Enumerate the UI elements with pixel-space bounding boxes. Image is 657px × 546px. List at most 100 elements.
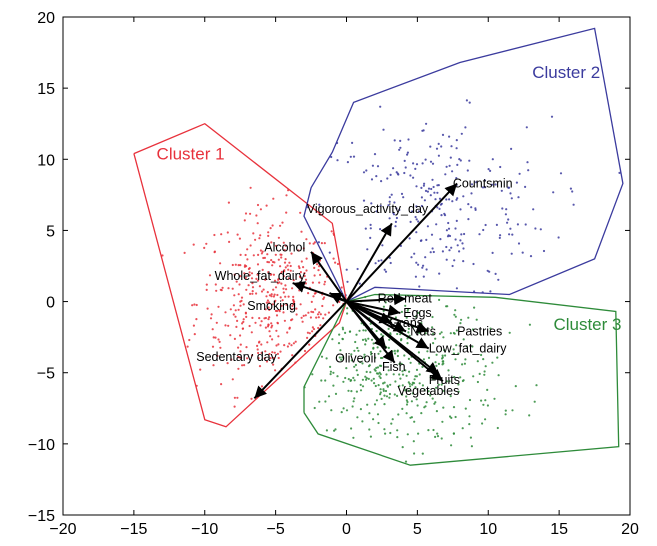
cluster-2-point: [454, 238, 457, 241]
cluster-2-point: [475, 181, 478, 184]
cluster-1-point: [251, 354, 254, 357]
cluster-3-point: [356, 373, 359, 376]
cluster-3-point: [434, 337, 437, 340]
cluster-1-point: [245, 288, 248, 291]
cluster-3-point: [341, 356, 344, 359]
cluster-1-point: [285, 194, 288, 197]
cluster-1-point: [300, 260, 303, 263]
cluster-3-point: [440, 331, 443, 334]
cluster-2-point: [445, 165, 448, 168]
cluster-1-point: [281, 299, 284, 302]
cluster-3-point: [436, 435, 440, 438]
cluster-3-point: [376, 366, 380, 369]
cluster-3-point: [325, 357, 328, 360]
cluster-1-point: [226, 231, 229, 234]
cluster-1-point: [241, 327, 245, 330]
cluster-2-point: [421, 162, 424, 165]
cluster-1-point: [286, 331, 289, 334]
cluster-3-point: [350, 353, 353, 356]
cluster-1-point: [206, 307, 209, 310]
cluster-1-point: [224, 311, 227, 314]
cluster-2-point: [451, 264, 454, 268]
cluster-2-point: [415, 163, 419, 166]
cluster-1-point: [295, 313, 298, 316]
cluster-3-point: [437, 362, 440, 365]
cluster-1-point: [256, 263, 260, 266]
cluster-3-point: [484, 418, 487, 421]
cluster-1-point: [238, 356, 241, 359]
cluster-3-point: [370, 338, 374, 341]
cluster-2-point: [462, 195, 465, 198]
cluster-2-point: [390, 193, 393, 196]
cluster-2-point: [497, 278, 500, 281]
cluster-3-point: [493, 397, 496, 400]
cluster-3-point: [389, 383, 392, 386]
cluster-1-point: [271, 264, 274, 267]
cluster-2-point: [459, 208, 462, 211]
cluster-2-point: [516, 223, 520, 226]
cluster-1-point: [240, 296, 244, 299]
cluster-3-point: [341, 326, 344, 329]
cluster-1-point: [270, 322, 273, 325]
cluster-2-point: [429, 160, 433, 163]
cluster-3-point: [470, 445, 473, 448]
cluster-2-point: [445, 245, 448, 249]
cluster-2-point: [356, 267, 359, 271]
cluster-3-point: [405, 399, 408, 402]
cluster-2-point: [421, 266, 424, 269]
cluster-1-point: [249, 212, 252, 215]
cluster-1-point: [300, 230, 303, 233]
cluster-1-point: [271, 224, 274, 227]
cluster-3-point: [409, 385, 412, 388]
cluster-3-point: [320, 379, 323, 382]
cluster-1-point: [283, 319, 286, 322]
cluster-3-point: [438, 332, 442, 335]
cluster-3-point: [391, 418, 394, 421]
cluster-1-point: [248, 324, 251, 328]
cluster-3-point: [414, 315, 417, 318]
cluster-2-point: [472, 262, 475, 266]
cluster-2-point: [470, 192, 473, 195]
cluster-2-point: [524, 223, 527, 226]
cluster-2-label: Cluster 2: [532, 63, 600, 82]
cluster-1-point: [213, 250, 216, 253]
cluster-2-point: [571, 190, 574, 193]
cluster-1-point: [215, 289, 218, 292]
cluster-2-point: [441, 250, 444, 253]
cluster-1-point: [239, 334, 242, 337]
cluster-2-point: [373, 153, 377, 156]
cluster-3-point: [338, 356, 341, 359]
cluster-3-point: [396, 394, 399, 397]
cluster-1-point: [288, 342, 291, 345]
cluster-1-point: [271, 303, 274, 306]
cluster-3-point: [401, 370, 404, 373]
cluster-3-point: [325, 429, 328, 432]
cluster-3-point: [324, 379, 327, 382]
arrow-red-meat: [346, 293, 407, 306]
cluster-3-point: [364, 338, 367, 341]
cluster-3-point: [404, 389, 407, 392]
cluster-2-point: [458, 250, 461, 253]
cluster-1-point: [191, 304, 194, 307]
cluster-2-point: [525, 126, 528, 129]
cluster-1-point: [241, 322, 244, 325]
arrow-vigorous-activity-day: [345, 222, 393, 303]
cluster-1-point: [291, 304, 294, 307]
cluster-1-point: [251, 286, 255, 289]
cluster-3-point: [401, 393, 404, 396]
cluster-1-point: [312, 328, 316, 331]
cluster-1-point: [213, 233, 216, 237]
cluster-1-point: [212, 336, 215, 339]
cluster-1-point: [249, 186, 252, 189]
cluster-3-point: [356, 416, 359, 419]
cluster-2-point: [365, 169, 368, 172]
cluster-3-point: [332, 384, 335, 387]
cluster-2-point: [420, 196, 423, 199]
cluster-3-point: [455, 344, 458, 347]
cluster-3-point: [442, 336, 445, 339]
cluster-1-point: [227, 201, 230, 204]
cluster-1-point: [265, 295, 268, 298]
cluster-1-point: [218, 340, 221, 343]
cluster-3-point: [364, 329, 367, 332]
cluster-1-point: [236, 233, 239, 236]
